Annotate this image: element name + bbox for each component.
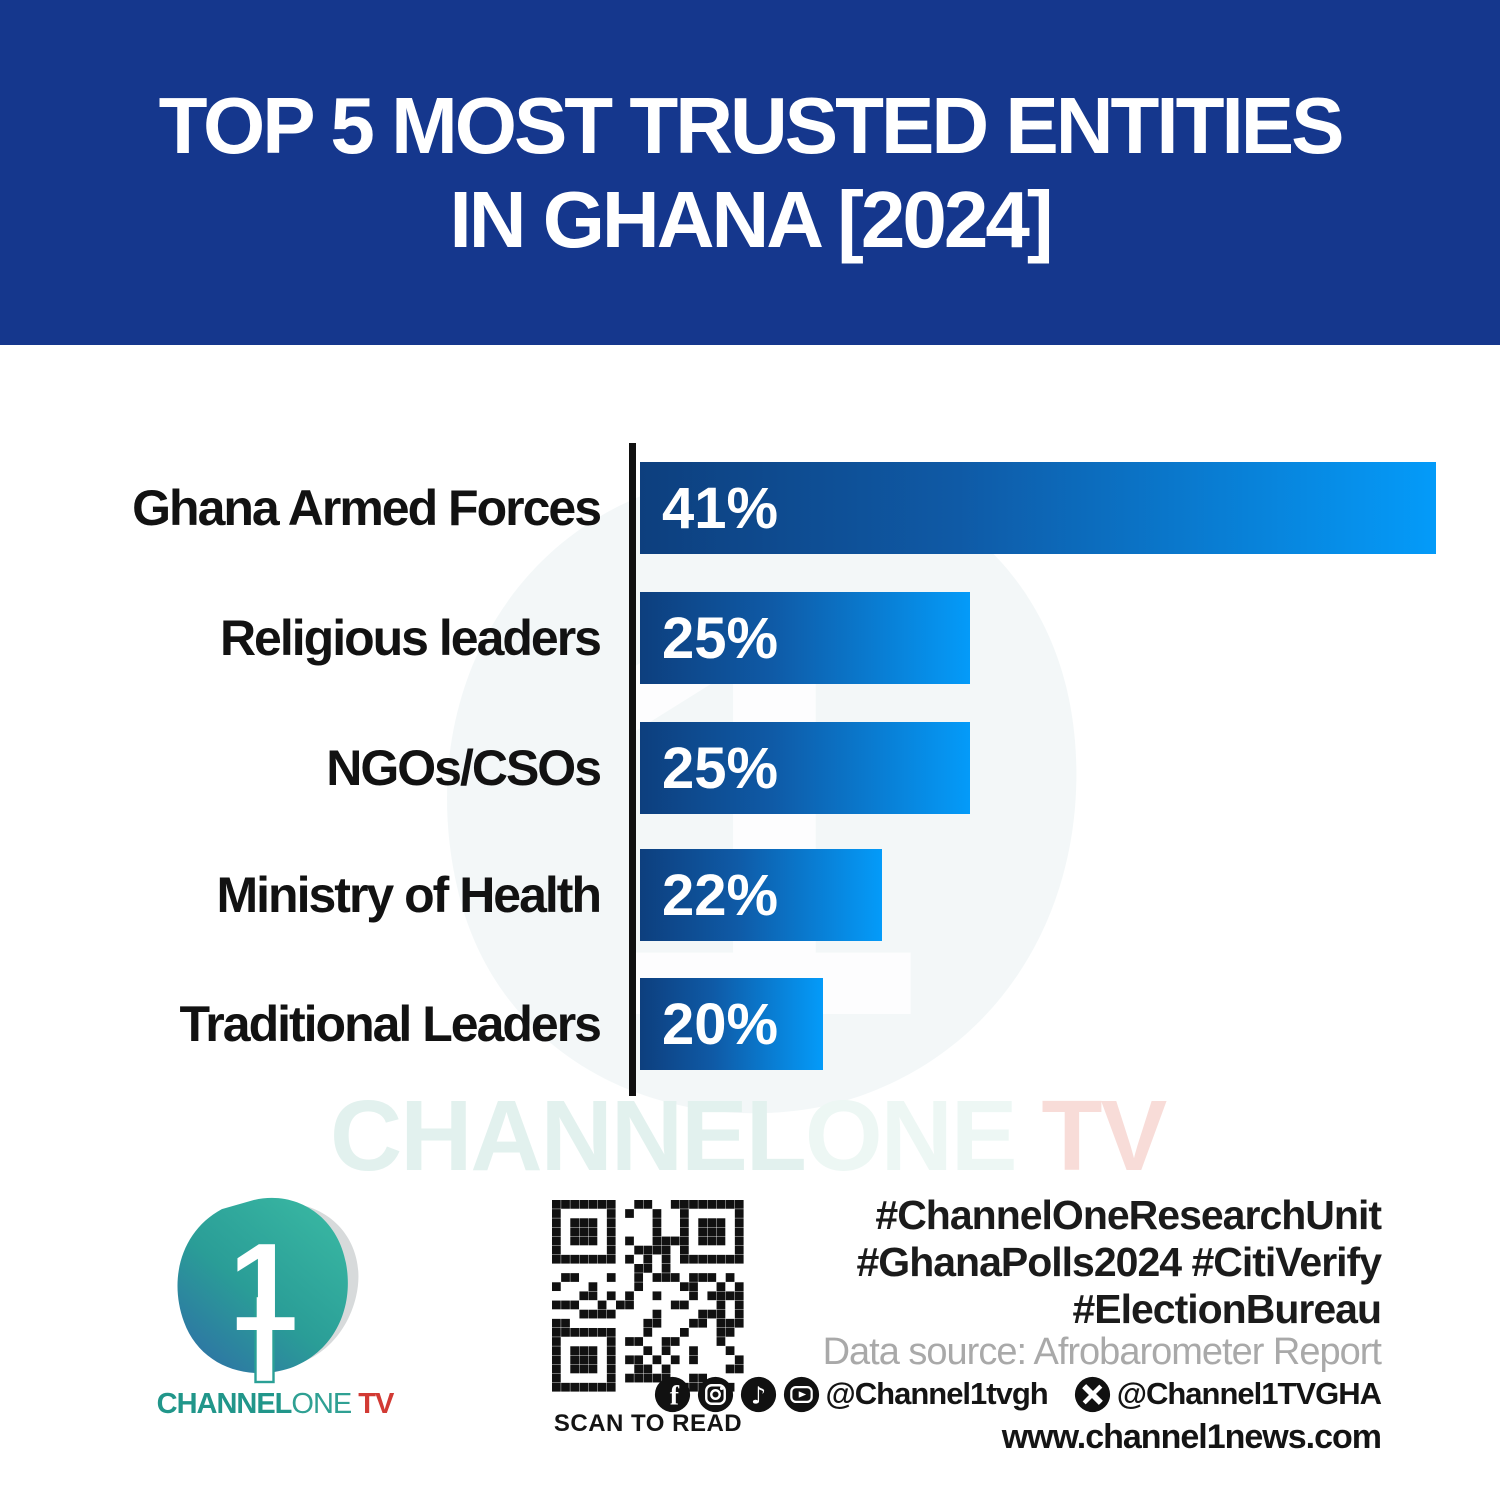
bar-value-label-4: 22% [662,862,779,928]
category-label-5: Traditional Leaders [179,996,602,1052]
qr-caption: SCAN TO READ [553,1410,743,1437]
social-row: f ♪ @Channel1tvgh @Channel1TVGHA [654,1374,1382,1414]
x-twitter-icon [1074,1376,1110,1412]
hashtag-line-2: #GhanaPolls2024 #CitiVerify [856,1239,1383,1285]
qr-code [552,1200,744,1392]
watermark-one: ONE [804,1080,1018,1192]
chart-axis-line [629,443,636,1096]
tiktok-icon: ♪ [740,1376,776,1412]
bar-ngos-csos: 25% [640,722,970,814]
bar-traditional-leaders: 20% [640,978,823,1070]
hashtags-block: #ChannelOneResearchUnit #GhanaPolls2024 … [761,1192,1383,1333]
watermark-tv: TV [1015,1080,1167,1192]
svg-text:f: f [669,1380,679,1411]
facebook-icon: f [654,1376,690,1412]
wordmark-one: ONE [291,1388,352,1420]
bar-ministry-of-health: 22% [640,849,882,941]
social-handle-2: @Channel1TVGHA [1116,1376,1382,1411]
category-label-3: NGOs/CSOs [326,740,602,796]
category-label-2: Religious leaders [219,610,602,666]
data-source-text: Data source: Afrobarometer Report [822,1331,1382,1373]
category-label-4: Ministry of Health [216,867,602,923]
bar-ghana-armed-forces: 41% [640,462,1436,554]
page-title-line1: TOP 5 MOST TRUSTED ENTITIES [158,80,1345,170]
bar-value-label-1: 41% [662,475,779,541]
header-banner: TOP 5 MOST TRUSTED ENTITIES IN GHANA [20… [0,0,1500,345]
website-url: www.channel1news.com [1001,1418,1382,1456]
bar-value-label-3: 25% [662,735,779,801]
bar-value-label-5: 20% [662,991,779,1057]
hashtag-line-1: #ChannelOneResearchUnit [875,1192,1382,1238]
channel-one-logo: 1 [177,1197,359,1384]
social-handle-1: @Channel1tvgh [825,1376,1049,1411]
hashtag-line-3: #ElectionBureau [1072,1286,1382,1332]
watermark-channel: CHANNEL [330,1080,807,1192]
logo-one-stem [254,1294,275,1384]
page-title-line2: IN GHANA [2024] [449,174,1053,264]
category-label-1: Ghana Armed Forces [132,480,602,536]
channel-watermark-text: CHANNELONE TV [330,1086,1230,1186]
svg-text:1: 1 [229,1219,298,1357]
bar-value-label-2: 25% [662,605,779,671]
instagram-icon [697,1376,733,1412]
svg-text:♪: ♪ [750,1381,765,1409]
youtube-icon [783,1376,819,1412]
wordmark-tv: TV [351,1388,394,1420]
bar-religious-leaders: 25% [640,592,970,684]
logo-wordmark: CHANNELONE TV [135,1388,415,1421]
wordmark-channel: CHANNEL [156,1388,293,1420]
